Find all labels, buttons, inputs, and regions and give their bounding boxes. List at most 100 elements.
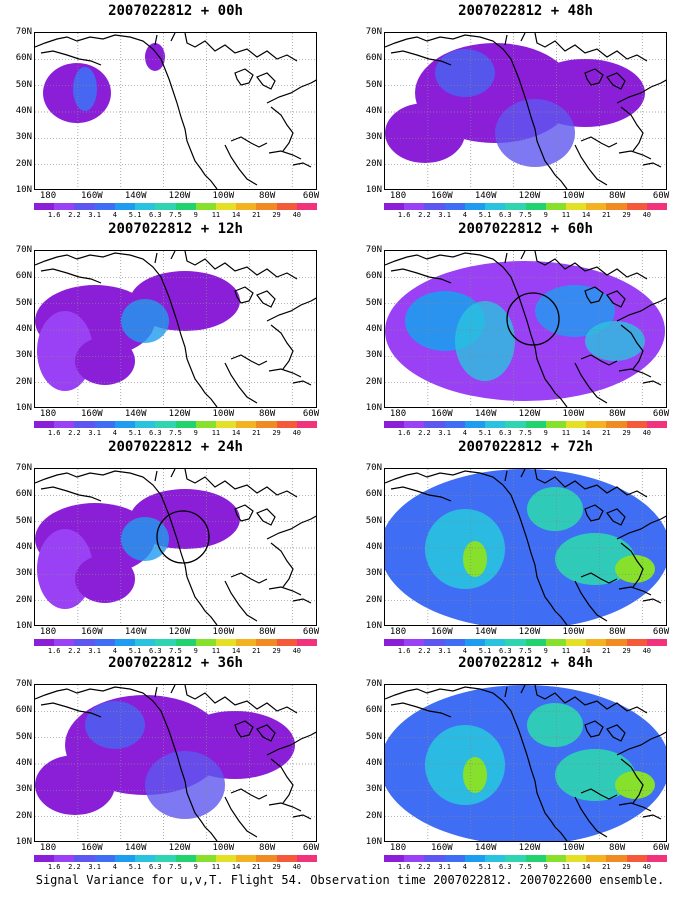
colorbar-swatch [54,421,75,428]
colorbar-swatch [525,203,546,210]
latitude-label: 50N [365,297,382,308]
latitude-label: 10N [15,185,32,195]
latitude-label: 40N [365,324,382,334]
colorbar-label: 2.2 [68,211,81,219]
colorbar-label: 40 [642,863,651,871]
colorbar-label: 11 [211,429,221,437]
colorbar-label: 14 [231,429,241,437]
colorbar-swatch [74,203,95,210]
longitude-label: 80W [609,627,626,637]
colorbar-label: 7.5 [169,429,182,437]
longitude-label: 180 [389,627,407,637]
map-panel: 2007022812 + 48h 70N 60N 50N 40N 30N 20N 10N 180… [350,3,690,220]
colorbar-swatch [545,203,566,210]
longitude-label: 140W [474,843,497,853]
colorbar-label: 1.6 [47,211,61,219]
coastline [292,814,312,820]
coastline [268,150,302,160]
longitude-label: 140W [124,191,147,201]
coastline [256,290,276,308]
coastline [266,297,316,322]
colorbar-label: 6.3 [498,211,512,219]
panel-title: 2007022812 + 72h [458,439,593,455]
coastline [390,50,452,66]
colorbar-swatch [215,639,237,646]
colorbar [384,203,668,210]
coastline [390,268,452,284]
coastline [620,758,644,804]
colorbar-label: 11 [561,863,571,871]
colorbar-label: 6.3 [148,429,162,437]
coastline [606,724,626,742]
observation-region-circle [156,510,210,564]
coastline [620,106,644,152]
colorbar-swatch [296,203,318,210]
latitude-label: 50N [365,79,382,90]
coastline [154,33,298,62]
longitude-label: 60W [652,843,670,853]
map-svg [35,33,316,189]
coastline [35,252,218,407]
longitude-label: 60W [652,409,670,419]
coastline [574,362,608,404]
colorbar-label: 2.2 [68,647,81,655]
coastline [385,252,568,407]
colorbar-label: 5.1 [128,211,142,219]
observation-region-circle [506,292,560,346]
colorbar [34,421,318,428]
latitude-label: 50N [15,297,32,308]
colorbar-label: 9 [193,429,198,437]
colorbar-label: 21 [602,647,611,655]
colorbar-label: 1.6 [397,429,411,437]
colorbar-swatch [54,203,75,210]
colorbar-label: 21 [252,429,261,437]
colorbar-label: 2.2 [68,863,81,871]
longitude-label: 160W [80,627,103,637]
colorbar-label: 9 [543,211,548,219]
colorbar-swatch [444,639,465,646]
variance-contour-region [455,301,515,381]
colorbar-swatch [114,639,136,646]
coastline [270,324,294,370]
colorbar-swatch [485,203,506,210]
colorbar-swatch [34,203,55,210]
colorbar-swatch [586,855,607,862]
variance-contour-region [495,99,575,167]
colorbar-swatch [74,639,95,646]
colorbar-swatch [34,639,55,646]
colorbar-label: 29 [622,429,631,437]
longitude-label: 160W [80,409,103,419]
colorbar-label: 21 [602,429,611,437]
colorbar-swatch [626,639,647,646]
colorbar-label: 21 [252,863,261,871]
longitude-label: 60W [302,627,320,637]
colorbar-label: 7.5 [169,647,182,655]
colorbar-label: 40 [292,211,301,219]
colorbar-label: 6.3 [498,429,512,437]
colorbar-swatch [565,203,587,210]
longitude-label: 120W [168,191,191,201]
latitude-label: 10N [365,837,382,847]
colorbar-swatch [384,639,405,646]
colorbar-label: 21 [602,211,611,219]
longitude-label: 60W [302,191,320,201]
colorbar-label: 6.3 [498,863,512,871]
longitude-label: 100W [562,843,585,853]
coastline [40,268,102,284]
colorbar-swatch [135,855,156,862]
colorbar-label: 40 [292,429,301,437]
coastline [385,686,568,841]
colorbar-swatch [236,421,257,428]
colorbar-label: 40 [642,211,651,219]
colorbar-label: 14 [231,211,241,219]
variance-contour-region [463,757,487,793]
coastline [618,368,652,378]
coastline [584,720,604,738]
panel-title: 2007022812 + 84h [458,655,593,671]
coastline [504,685,648,714]
longitude-label: 140W [124,409,147,419]
colorbar-swatch [236,203,257,210]
longitude-label: 180 [39,409,57,419]
colorbar-swatch [195,203,216,210]
latitude-label: 20N [365,376,382,387]
